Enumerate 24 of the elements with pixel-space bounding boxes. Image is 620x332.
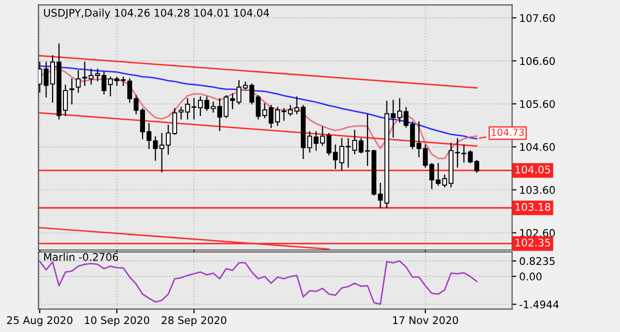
ref-line-label: 102.35 bbox=[516, 238, 550, 247]
text: 104.73 bbox=[492, 128, 524, 136]
y-tick-label: 106.60 bbox=[520, 57, 555, 65]
y-tick-label: 0.00 bbox=[520, 272, 542, 280]
x-tick-label: 28 Sep 2020 bbox=[162, 316, 226, 326]
y-tick-label: 104.60 bbox=[520, 143, 555, 151]
line-series bbox=[39, 260, 478, 305]
y-tick-label: 107.60 bbox=[520, 14, 555, 22]
candlestick bbox=[210, 102, 216, 113]
x-tick-label: 25 Aug 2020 bbox=[7, 316, 72, 326]
candlestick bbox=[76, 70, 81, 93]
chart-title: Marlin -0.2706 bbox=[44, 252, 118, 261]
candlestick bbox=[69, 78, 74, 104]
y-tick-label: 105.60 bbox=[520, 100, 555, 108]
y-tick-label: -1.4944 bbox=[520, 300, 559, 308]
x-tick-label: 10 Sep 2020 bbox=[84, 316, 150, 326]
y-tick-label: 0.8235 bbox=[520, 257, 555, 266]
x-tick-label: 17 Nov 2020 bbox=[393, 316, 458, 324]
ref-line-label: 103.18 bbox=[516, 203, 550, 211]
y-tick-label: 103.60 bbox=[520, 186, 555, 194]
candlestick bbox=[256, 95, 261, 120]
chart-title: USDJPY,Daily 104.26 104.28 104.01 104.04 bbox=[44, 8, 270, 19]
candlestick bbox=[172, 108, 178, 135]
ref-line-label: 104.05 bbox=[516, 166, 550, 174]
